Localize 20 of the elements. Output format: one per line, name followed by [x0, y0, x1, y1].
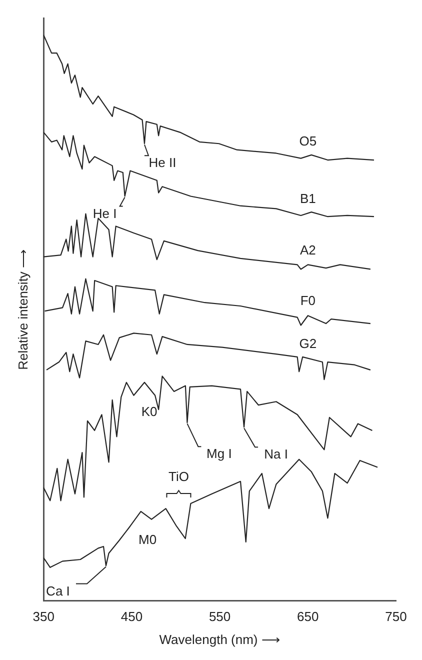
series-label: M0: [138, 532, 157, 547]
series-label: K0: [141, 404, 158, 419]
annotation: Ca I: [46, 583, 70, 598]
x-axis-title: Wavelength (nm) ⟶: [159, 632, 280, 647]
annotation: Na I: [264, 446, 288, 462]
series-label: F0: [300, 293, 316, 308]
y-axis-title: Relative intensity ⟶: [15, 248, 30, 370]
annotation: Mg I: [206, 446, 232, 462]
annotation: He II: [148, 155, 176, 170]
series-label: O5: [299, 134, 317, 149]
x-tick-label: 550: [208, 609, 231, 624]
x-tick-label: 650: [297, 609, 319, 624]
series-label: A2: [300, 242, 316, 258]
annotation: He I: [92, 206, 117, 221]
x-tick-label: 750: [385, 609, 407, 624]
x-tick-label: 450: [120, 609, 143, 624]
x-tick-label: 350: [32, 609, 54, 624]
series-label: G2: [299, 336, 317, 351]
series-label: B1: [300, 190, 316, 206]
annotation: TiO: [168, 469, 189, 484]
